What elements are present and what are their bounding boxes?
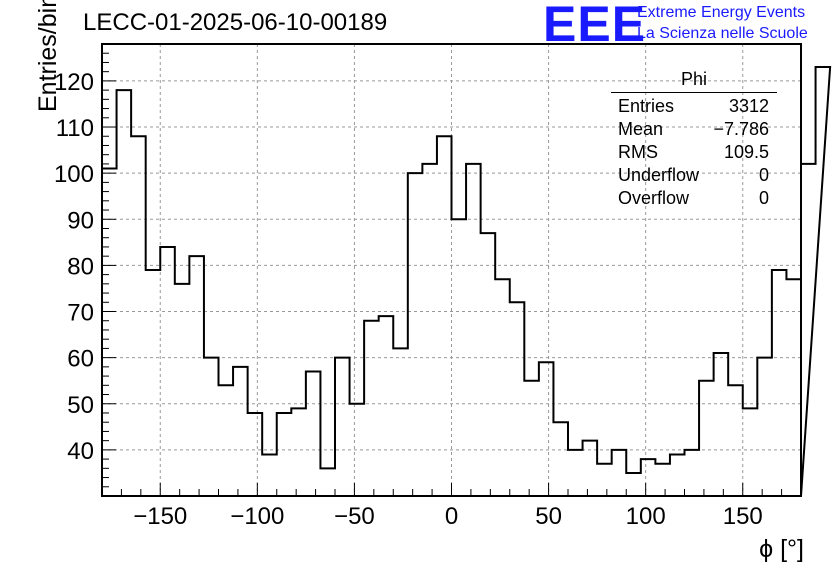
histogram-bin <box>291 408 306 496</box>
y-tick-label: 100 <box>54 161 94 188</box>
y-tick-label: 110 <box>56 115 94 142</box>
y-tick-label: 70 <box>67 300 94 327</box>
x-tick-label: −50 <box>334 503 375 530</box>
histogram-bin <box>379 316 394 496</box>
histogram-bin <box>481 233 496 496</box>
histogram-bin <box>801 164 816 496</box>
histogram-series <box>101 66 832 497</box>
y-tick-label: 40 <box>67 438 94 465</box>
tick-labels: −150 −100 −50 0 50 100 150 40 50 60 70 80 90 100 110 12… <box>54 69 763 530</box>
y-tick-label: 60 <box>67 346 94 373</box>
stats-row-entries: Entries 3312 <box>611 95 777 118</box>
stats-label: Overflow <box>618 188 690 208</box>
y-axis-label: Entries/bin <box>34 0 62 112</box>
histogram-bin <box>160 247 175 496</box>
chart-title: LECC-01-2025-06-10-00189 <box>83 9 388 36</box>
stats-label: Mean <box>618 119 664 139</box>
x-tick-label: 100 <box>626 503 666 530</box>
histogram-bin <box>277 413 292 496</box>
histogram-bin <box>655 464 670 496</box>
x-axis-label: ϕ [°] <box>759 535 804 563</box>
histogram-bin <box>146 270 161 496</box>
stats-value: 0 <box>758 165 769 185</box>
histogram-bin <box>466 164 481 496</box>
histogram-bin <box>102 169 117 496</box>
histogram-bin <box>553 422 568 496</box>
stats-value: 3312 <box>728 96 769 116</box>
y-tick-label: 120 <box>54 69 94 96</box>
histogram-bin <box>335 358 350 496</box>
logo-subtitle-1: Extreme Energy Events <box>637 4 806 21</box>
histogram-bin <box>495 279 510 496</box>
histogram-bin <box>204 358 219 496</box>
y-tick-label: 90 <box>67 207 94 234</box>
stats-row-rms: RMS 109.5 <box>611 141 777 164</box>
histogram-bin <box>670 454 685 496</box>
stats-label: Entries <box>618 96 675 116</box>
stats-box: Phi Entries 3312 Mean −7.786 RMS 109.5 U… <box>611 69 777 210</box>
x-tick-label: −100 <box>230 503 284 530</box>
x-tick-label: 50 <box>535 503 562 530</box>
stats-label: RMS <box>618 142 658 162</box>
histogram-bin <box>626 473 641 496</box>
histogram-bin <box>786 279 801 496</box>
y-tick-label: 50 <box>67 392 94 419</box>
histogram-bin <box>452 219 467 496</box>
stats-row-overflow: Overflow 0 <box>611 187 777 210</box>
histogram-bin <box>233 367 248 496</box>
histogram-bin <box>219 385 234 496</box>
histogram-bin <box>350 404 365 496</box>
histogram-bin <box>393 348 408 496</box>
stats-row-underflow: Underflow 0 <box>611 164 777 187</box>
histogram-bin <box>597 464 612 496</box>
histogram-bin <box>583 441 598 496</box>
eee-logo-mark: EEE <box>543 0 647 52</box>
histogram-bin <box>714 353 729 496</box>
histogram-bin <box>757 358 772 496</box>
stats-value: −7.786 <box>713 119 769 139</box>
histogram-bin <box>364 321 379 496</box>
histogram-bin <box>641 459 656 496</box>
stats-label: Underflow <box>618 165 700 185</box>
x-tick-label: 0 <box>445 503 458 530</box>
histogram-bin <box>117 90 132 496</box>
histogram-bin <box>772 270 787 496</box>
histogram-bin <box>816 67 831 496</box>
histogram-bin <box>175 284 190 496</box>
x-tick-label: 150 <box>723 503 763 530</box>
histogram-bin <box>422 164 437 496</box>
histogram-bin <box>612 450 627 496</box>
histogram-bin <box>728 385 743 496</box>
histogram-bin <box>699 381 714 496</box>
histogram-bin <box>568 450 583 496</box>
plot-frame <box>101 43 802 497</box>
histogram-bin <box>685 450 700 496</box>
stats-row-mean: Mean −7.786 <box>611 118 777 141</box>
histogram-bin <box>524 381 539 496</box>
histogram-bin <box>248 413 263 496</box>
y-tick-label: 80 <box>67 253 94 280</box>
histogram-bin <box>743 408 758 496</box>
x-tick-label: −150 <box>133 503 187 530</box>
histogram-bin <box>131 136 146 496</box>
histogram-bin <box>510 302 525 496</box>
histogram-bin <box>306 371 321 496</box>
histogram-bin <box>320 468 335 496</box>
stats-value: 0 <box>758 188 769 208</box>
histogram-bin <box>262 454 277 496</box>
histogram-bin <box>437 136 452 496</box>
histogram-bin <box>189 256 204 496</box>
logo-subtitle-2: La Scienza nelle Scuole <box>637 25 808 42</box>
histogram-bin <box>408 173 423 496</box>
stats-value: 109.5 <box>723 142 769 162</box>
histogram-bin <box>539 362 554 496</box>
stats-title: Phi <box>611 69 777 93</box>
